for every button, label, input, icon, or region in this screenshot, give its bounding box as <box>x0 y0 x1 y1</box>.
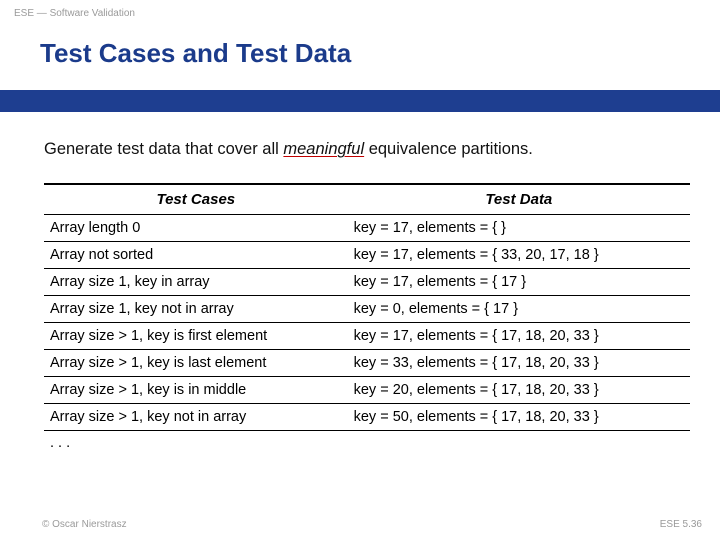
cell-test-data: key = 17, elements = { 17 } <box>348 269 690 296</box>
lead-sentence: Generate test data that cover all meanin… <box>44 140 690 159</box>
lead-emphasis: meaningful <box>283 140 364 158</box>
table-row: Array not sorted key = 17, elements = { … <box>44 242 690 269</box>
cell-test-case: Array size 1, key in array <box>44 269 348 296</box>
table-row: Array size > 1, key is last element key … <box>44 350 690 377</box>
cell-test-data: key = 33, elements = { 17, 18, 20, 33 } <box>348 350 690 377</box>
col-header-test-data: Test Data <box>348 184 690 215</box>
cell-test-data: key = 20, elements = { 17, 18, 20, 33 } <box>348 377 690 404</box>
table-row: Array size > 1, key not in array key = 5… <box>44 404 690 431</box>
table-row: Array length 0 key = 17, elements = { } <box>44 215 690 242</box>
cell-test-case: Array size > 1, key is in middle <box>44 377 348 404</box>
cell-test-data: key = 17, elements = { } <box>348 215 690 242</box>
table-row: Array size > 1, key is first element key… <box>44 323 690 350</box>
table-ellipsis: . . . <box>44 431 690 455</box>
cell-test-case: Array size 1, key not in array <box>44 296 348 323</box>
cell-test-data: key = 17, elements = { 33, 20, 17, 18 } <box>348 242 690 269</box>
title-separator-bar <box>0 90 720 112</box>
slide-title: Test Cases and Test Data <box>40 38 351 69</box>
content-area: Generate test data that cover all meanin… <box>44 140 690 455</box>
cell-test-data: key = 17, elements = { 17, 18, 20, 33 } <box>348 323 690 350</box>
cell-test-data: key = 0, elements = { 17 } <box>348 296 690 323</box>
table-row: Array size > 1, key is in middle key = 2… <box>44 377 690 404</box>
cell-test-case: Array size > 1, key is last element <box>44 350 348 377</box>
col-header-test-cases: Test Cases <box>44 184 348 215</box>
footer-slide-number: ESE 5.36 <box>660 519 702 530</box>
cell-test-case: Array size > 1, key not in array <box>44 404 348 431</box>
footer-copyright: © Oscar Nierstrasz <box>42 519 127 530</box>
header-label: ESE — Software Validation <box>14 8 135 19</box>
cell-test-case: Array size > 1, key is first element <box>44 323 348 350</box>
lead-suffix: equivalence partitions. <box>364 140 533 158</box>
lead-prefix: Generate test data that cover all <box>44 140 283 158</box>
cell-test-data: key = 50, elements = { 17, 18, 20, 33 } <box>348 404 690 431</box>
cell-test-case: Array length 0 <box>44 215 348 242</box>
table-header-row: Test Cases Test Data <box>44 184 690 215</box>
slide: ESE — Software Validation Test Cases and… <box>0 0 720 540</box>
test-data-table: Test Cases Test Data Array length 0 key … <box>44 183 690 431</box>
table-row: Array size 1, key in array key = 17, ele… <box>44 269 690 296</box>
cell-test-case: Array not sorted <box>44 242 348 269</box>
table-row: Array size 1, key not in array key = 0, … <box>44 296 690 323</box>
